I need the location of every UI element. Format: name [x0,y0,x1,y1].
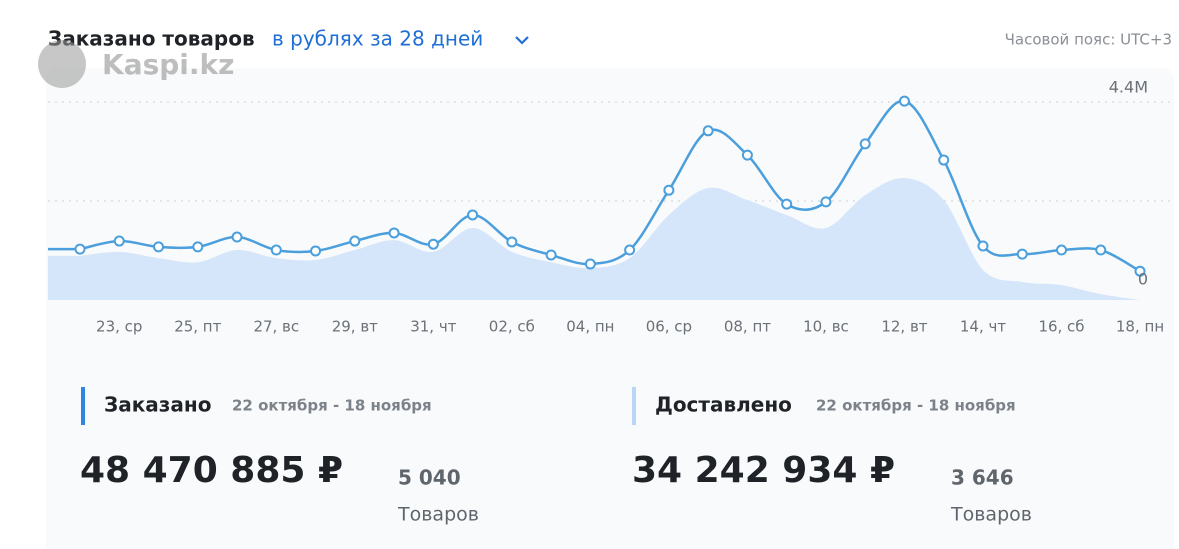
point [270,244,282,256]
point [938,154,950,166]
watermark: Kaspi.kz [38,40,234,88]
stat-count: 3 646 [951,466,1014,490]
x-tick-label: 23, ср [96,318,142,336]
area [48,178,1141,300]
stat-heading: Доставлено [655,393,792,417]
stat-heading: Заказано [104,393,211,417]
point [1016,248,1028,260]
point [113,235,125,247]
point [1056,244,1067,256]
point [231,231,243,243]
point [741,149,753,161]
point [663,184,675,196]
x-tick-label: 10, вс [803,318,849,336]
point [584,258,596,270]
timezone: Часовой пояс: UTC+3 [1005,31,1172,49]
point [545,249,557,261]
point [859,138,871,150]
point [310,245,322,257]
point [506,236,518,248]
x-tick-label: 08, пт [724,318,771,336]
selector[interactable]: в рублях за 28 дней [272,27,483,51]
dropdown-icon[interactable] [515,36,529,45]
point [820,196,832,208]
stat-period: 22 октября - 18 ноября [816,397,1016,415]
stat-unit: Товаров [397,504,479,526]
point [74,243,86,255]
watermark-text: Kaspi.kz [102,48,234,81]
point [1134,265,1146,277]
x-tick-label: 16, сб [1038,318,1084,336]
x-tick-label: 29, вт [332,318,378,336]
y-tick-label: 4.4M [1109,78,1148,97]
x-tick-label: 27, вс [253,318,299,336]
stat-total: 48 470 885 ₽ [80,450,343,491]
point [192,241,204,253]
stat-total: 34 242 934 ₽ [632,450,895,491]
point [467,209,479,221]
point [427,238,439,250]
point [898,95,910,107]
x-tick-label: 31, чт [410,318,456,336]
y-tick-label: 0 [1138,270,1148,289]
point [977,240,989,252]
x-tick-label: 12, вт [881,318,927,336]
point [349,235,361,247]
point [781,198,793,210]
point [153,241,165,253]
x-tick-label: 14, чт [960,318,1006,336]
stat-count: 5 040 [398,466,461,490]
x-tick-label: 06, ср [646,318,692,336]
point [624,244,636,256]
x-tick-label: 18, пн [1116,318,1164,336]
point [702,125,714,137]
stat-unit: Товаров [950,504,1032,526]
point [1095,244,1107,256]
x-tick-label: 25, пт [174,318,221,336]
stat-period: 22 октября - 18 ноября [232,397,432,415]
title: Заказано товаров [48,27,255,51]
x-tick-label: 02, сб [489,318,535,336]
x-tick-label: 04, пн [566,318,614,336]
point [388,227,400,239]
